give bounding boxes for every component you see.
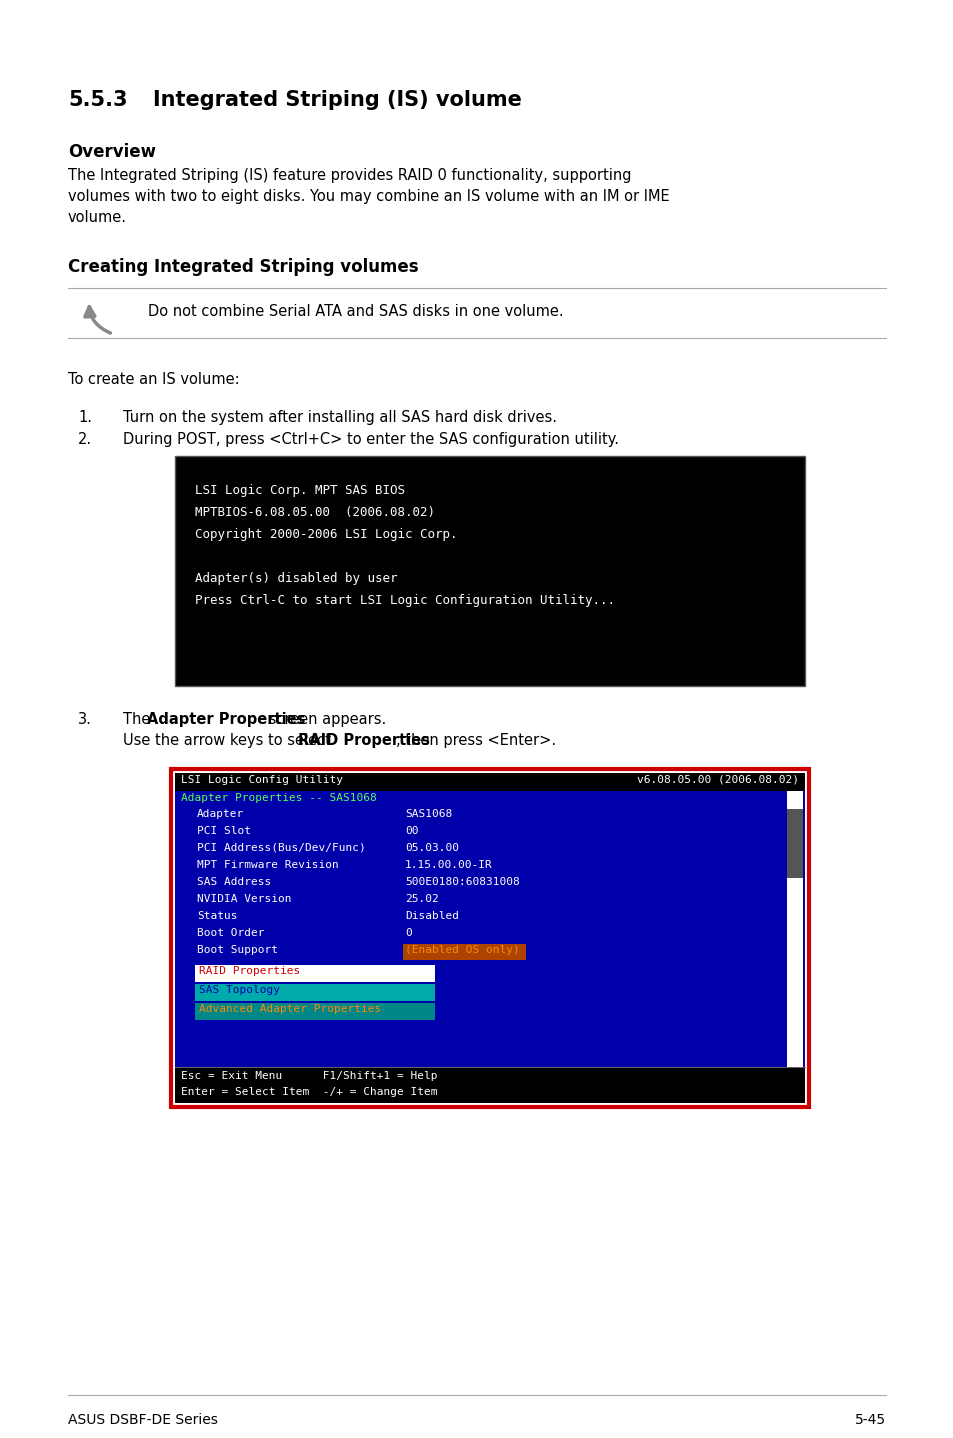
Bar: [174, 456, 804, 686]
Bar: [171, 769, 808, 1107]
Text: 3.: 3.: [78, 712, 91, 728]
Text: 5-45: 5-45: [854, 1414, 885, 1426]
Text: Adapter Properties: Adapter Properties: [147, 712, 305, 728]
Text: (Enabled OS only): (Enabled OS only): [405, 945, 519, 955]
Text: LSI Logic Corp. MPT SAS BIOS: LSI Logic Corp. MPT SAS BIOS: [194, 485, 405, 498]
Text: 00: 00: [405, 825, 418, 835]
Text: Integrated Striping (IS) volume: Integrated Striping (IS) volume: [152, 91, 521, 109]
Text: PCI Address(Bus/Dev/Func): PCI Address(Bus/Dev/Func): [196, 843, 365, 853]
Text: NVIDIA Version: NVIDIA Version: [196, 894, 292, 905]
Text: Turn on the system after installing all SAS hard disk drives.: Turn on the system after installing all …: [123, 410, 557, 426]
Text: During POST, press <Ctrl+C> to enter the SAS configuration utility.: During POST, press <Ctrl+C> to enter the…: [123, 431, 618, 447]
Text: Adapter: Adapter: [196, 810, 244, 820]
Text: 0: 0: [405, 928, 412, 938]
Text: Boot Order: Boot Order: [196, 928, 264, 938]
Bar: [194, 984, 435, 1001]
Text: ASUS DSBF-DE Series: ASUS DSBF-DE Series: [68, 1414, 217, 1426]
Text: PCI Slot: PCI Slot: [196, 825, 251, 835]
Bar: [786, 791, 802, 1067]
Bar: [174, 774, 804, 1103]
Bar: [402, 943, 525, 961]
Text: Esc = Exit Menu      F1/Shift+1 = Help: Esc = Exit Menu F1/Shift+1 = Help: [181, 1071, 437, 1081]
Text: To create an IS volume:: To create an IS volume:: [68, 372, 239, 387]
Text: 500E0180:60831008: 500E0180:60831008: [405, 877, 519, 887]
Text: Status: Status: [196, 912, 237, 920]
Text: volume.: volume.: [68, 210, 127, 224]
Text: 2.: 2.: [78, 431, 92, 447]
Text: Overview: Overview: [68, 142, 156, 161]
Text: 5.5.3: 5.5.3: [68, 91, 128, 109]
Text: MPTBIOS-6.08.05.00  (2006.08.02): MPTBIOS-6.08.05.00 (2006.08.02): [194, 506, 435, 519]
Text: 1.: 1.: [78, 410, 91, 426]
Text: SAS1068: SAS1068: [405, 810, 452, 820]
Text: SAS Address: SAS Address: [196, 877, 271, 887]
Bar: [174, 1067, 804, 1103]
Text: 1.15.00.00-IR: 1.15.00.00-IR: [405, 860, 493, 870]
Text: Do not combine Serial ATA and SAS disks in one volume.: Do not combine Serial ATA and SAS disks …: [148, 303, 563, 319]
Bar: [174, 774, 804, 791]
Bar: [194, 1002, 435, 1020]
Text: 05.03.00: 05.03.00: [405, 843, 458, 853]
Text: Advanced Adapter Properties: Advanced Adapter Properties: [199, 1004, 381, 1014]
Text: Boot Support: Boot Support: [196, 945, 277, 955]
Text: MPT Firmware Revision: MPT Firmware Revision: [196, 860, 338, 870]
Text: RAID Properties: RAID Properties: [199, 966, 300, 976]
Text: Creating Integrated Striping volumes: Creating Integrated Striping volumes: [68, 257, 418, 276]
Text: , then press <Enter>.: , then press <Enter>.: [395, 733, 556, 748]
Text: Disabled: Disabled: [405, 912, 458, 920]
Text: 25.02: 25.02: [405, 894, 438, 905]
Text: Press Ctrl-C to start LSI Logic Configuration Utility...: Press Ctrl-C to start LSI Logic Configur…: [194, 594, 615, 607]
Text: Adapter(s) disabled by user: Adapter(s) disabled by user: [194, 572, 397, 585]
Text: Use the arrow keys to select: Use the arrow keys to select: [123, 733, 335, 748]
Text: v6.08.05.00 (2006.08.02): v6.08.05.00 (2006.08.02): [637, 775, 799, 785]
Bar: [786, 810, 802, 879]
Text: volumes with two to eight disks. You may combine an IS volume with an IM or IME: volumes with two to eight disks. You may…: [68, 188, 669, 204]
Text: LSI Logic Config Utility: LSI Logic Config Utility: [181, 775, 343, 785]
Text: The: The: [123, 712, 154, 728]
Bar: [194, 965, 435, 982]
Text: Copyright 2000-2006 LSI Logic Corp.: Copyright 2000-2006 LSI Logic Corp.: [194, 528, 457, 541]
Text: Enter = Select Item  -/+ = Change Item: Enter = Select Item -/+ = Change Item: [181, 1087, 437, 1097]
Text: RAID Properties: RAID Properties: [298, 733, 430, 748]
Text: Adapter Properties -- SAS1068: Adapter Properties -- SAS1068: [181, 792, 376, 802]
Text: SAS Topology: SAS Topology: [199, 985, 280, 995]
Text: The Integrated Striping (IS) feature provides RAID 0 functionality, supporting: The Integrated Striping (IS) feature pro…: [68, 168, 631, 183]
Text: screen appears.: screen appears.: [264, 712, 386, 728]
